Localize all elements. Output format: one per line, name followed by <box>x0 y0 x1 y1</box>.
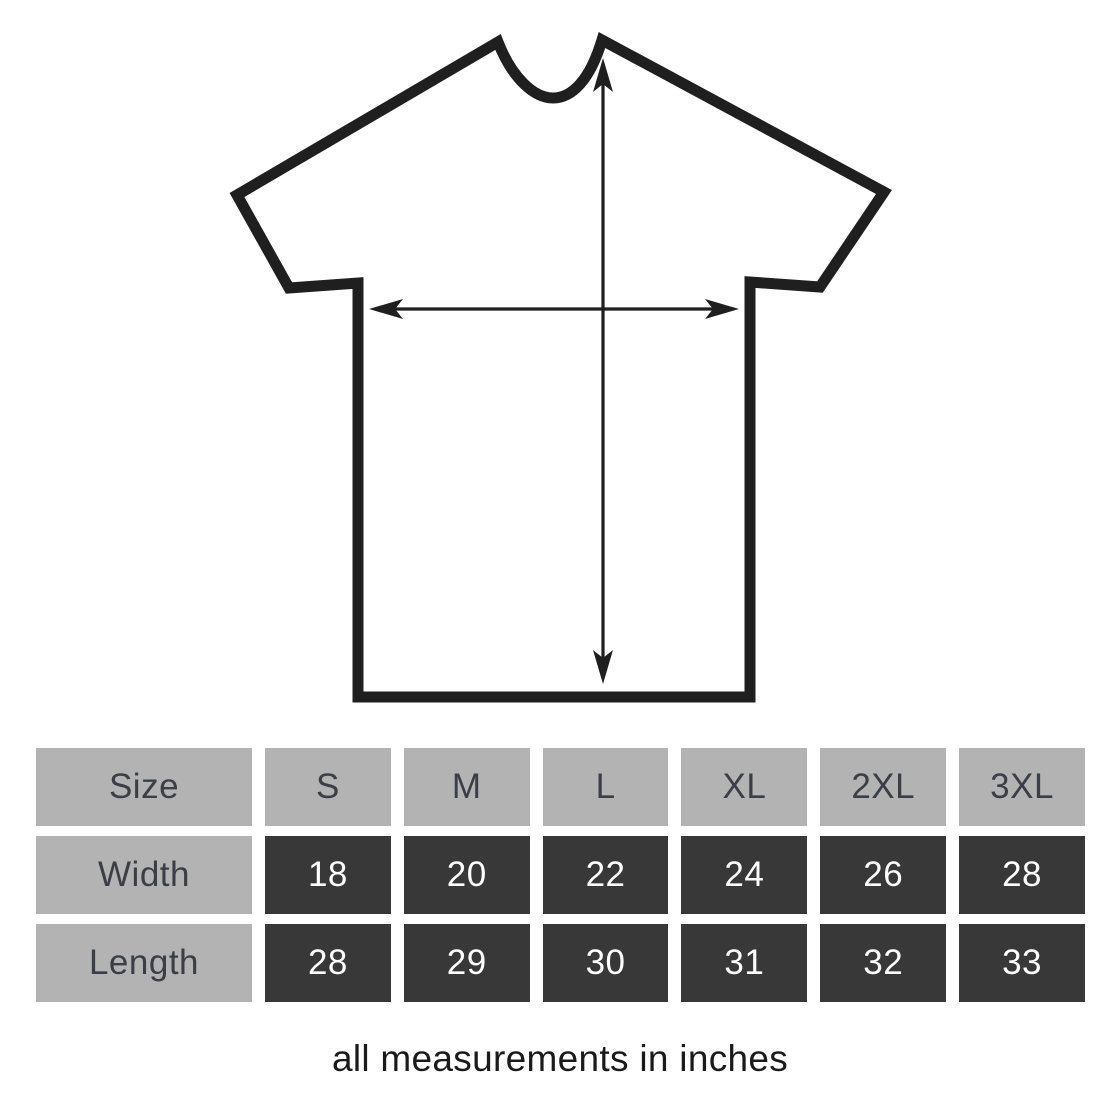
width-arrow <box>369 299 739 319</box>
row-label-width: Width <box>36 836 252 914</box>
length-arrow <box>593 58 613 684</box>
table-row-width: Width 18 20 22 24 26 28 <box>36 836 1085 914</box>
measurements-caption: all measurements in inches <box>331 1038 789 1079</box>
width-value-3xl: 28 <box>959 836 1085 914</box>
width-value-2xl: 26 <box>820 836 947 914</box>
table-header-row: Size S M L XL 2XL 3XL <box>36 748 1085 826</box>
width-value-l: 22 <box>542 836 669 914</box>
header-size-xl: XL <box>681 748 808 826</box>
size-table: Size S M L XL 2XL 3XL Width 18 20 22 24 … <box>36 748 1085 1002</box>
tshirt-illustration <box>229 31 892 703</box>
header-size-l: L <box>542 748 669 826</box>
width-value-xl: 24 <box>681 836 808 914</box>
length-value-xl: 31 <box>681 924 808 1002</box>
length-value-m: 29 <box>403 924 530 1002</box>
length-value-2xl: 32 <box>820 924 947 1002</box>
width-value-m: 20 <box>403 836 530 914</box>
length-value-l: 30 <box>542 924 669 1002</box>
header-size-3xl: 3XL <box>959 748 1085 826</box>
header-label-size: Size <box>36 748 252 826</box>
length-value-s: 28 <box>265 924 391 1002</box>
row-label-length: Length <box>36 924 252 1002</box>
tshirt-outline-path <box>229 31 892 703</box>
width-value-s: 18 <box>265 836 391 914</box>
length-value-3xl: 33 <box>959 924 1085 1002</box>
header-size-s: S <box>265 748 391 826</box>
header-size-2xl: 2XL <box>820 748 947 826</box>
table-row-length: Length 28 29 30 31 32 33 <box>36 924 1085 1002</box>
header-size-m: M <box>403 748 530 826</box>
